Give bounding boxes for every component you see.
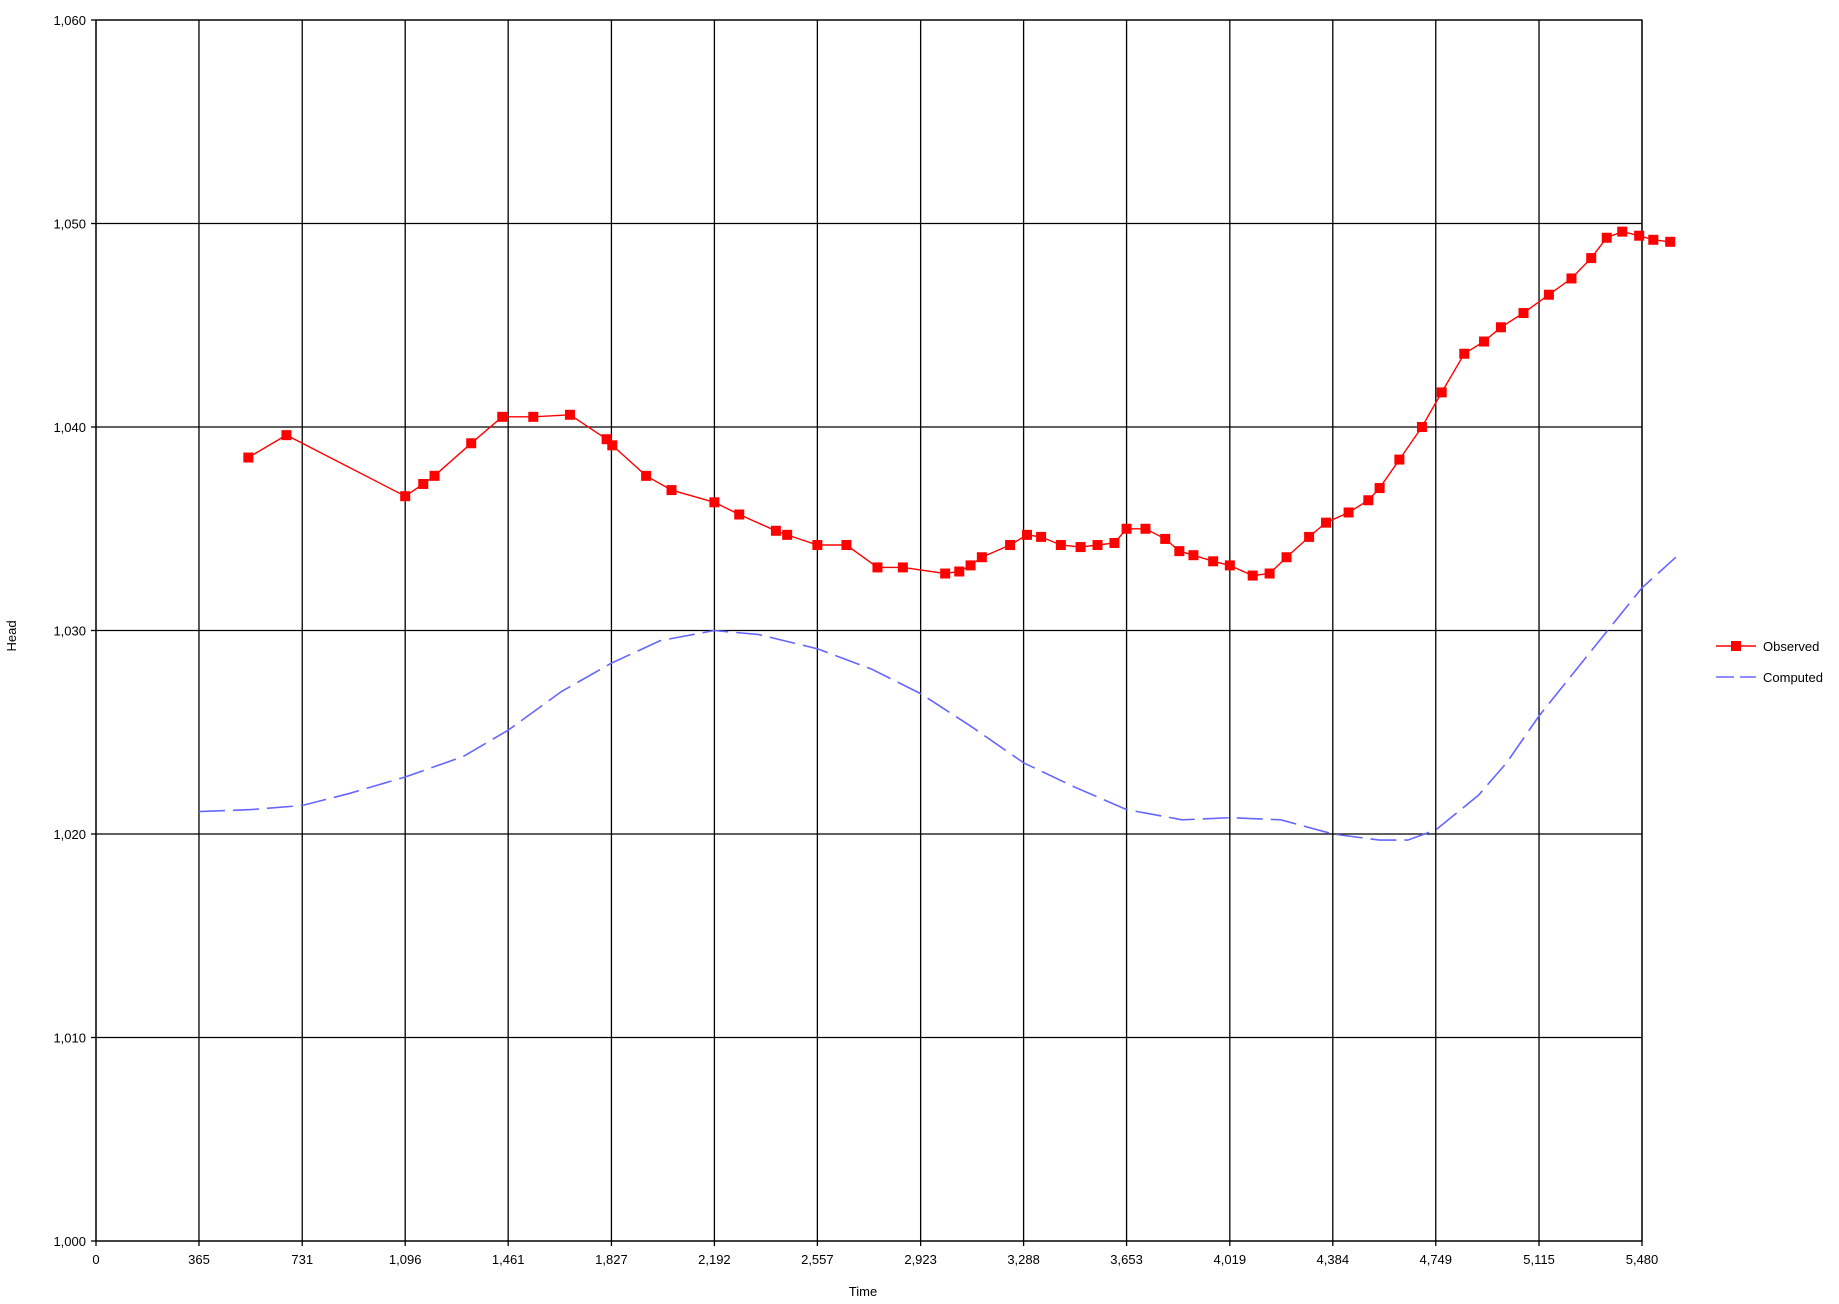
x-tick-label: 0 (92, 1252, 99, 1267)
y-tick-label: 1,020 (53, 827, 86, 842)
x-tick-label: 1,461 (492, 1252, 525, 1267)
data-point-observed (1634, 230, 1645, 241)
x-tick-label: 731 (291, 1252, 313, 1267)
data-point-observed (429, 470, 440, 481)
data-point-observed (666, 485, 677, 496)
x-tick-label: 2,192 (698, 1252, 731, 1267)
legend: Observed Computed (1716, 639, 1823, 685)
y-tick-label: 1,010 (53, 1031, 86, 1046)
data-point-observed (1075, 542, 1086, 553)
y-axis-title: Head (4, 620, 19, 651)
x-tick-label: 1,096 (389, 1252, 422, 1267)
data-point-observed (782, 529, 793, 540)
data-point-observed (1648, 234, 1659, 245)
data-point-observed (400, 491, 411, 502)
x-tick-label: 3,653 (1110, 1252, 1143, 1267)
data-point-observed (1055, 540, 1066, 551)
data-point-observed (1436, 387, 1447, 398)
y-tick-label: 1,060 (53, 13, 86, 28)
legend-marker-observed (1731, 641, 1741, 651)
data-point-observed (1586, 253, 1597, 264)
data-point-observed (601, 434, 612, 445)
data-point-observed (1394, 454, 1405, 465)
data-point-observed (466, 438, 477, 449)
x-tick-label: 5,480 (1626, 1252, 1659, 1267)
data-point-observed (841, 540, 852, 551)
data-point-observed (1109, 537, 1120, 548)
data-point-observed (1005, 540, 1016, 551)
data-point-observed (965, 560, 976, 571)
data-point-observed (1343, 507, 1354, 518)
data-point-observed (497, 411, 508, 422)
data-point-observed (954, 566, 965, 577)
data-point-observed (734, 509, 745, 520)
data-point-observed (607, 440, 618, 451)
y-tick-label: 1,040 (53, 420, 86, 435)
data-point-observed (1264, 568, 1275, 579)
y-tick-label: 1,050 (53, 217, 86, 232)
data-point-observed (940, 568, 951, 579)
data-point-observed (1617, 226, 1628, 237)
data-point-observed (1036, 531, 1047, 542)
data-point-observed (1416, 422, 1427, 432)
axes-layer: 0 365 731 1,096 1,461 1,827 2,192 2,557 2,923 3,2… (53, 13, 1658, 1267)
data-point-observed (1174, 546, 1185, 557)
x-tick-label: 365 (188, 1252, 210, 1267)
data-point-observed (1304, 531, 1315, 542)
data-point-observed (1160, 533, 1171, 544)
x-axis-title: Time (849, 1284, 877, 1299)
data-point-observed (1188, 550, 1199, 561)
data-point-observed (1321, 517, 1332, 528)
data-point-observed (709, 497, 720, 508)
x-tick-label: 4,749 (1419, 1252, 1452, 1267)
legend-label-observed: Observed (1763, 639, 1819, 654)
data-point-observed (1495, 322, 1506, 333)
legend-label-computed: Computed (1763, 670, 1823, 685)
data-point-observed (418, 478, 429, 489)
data-point-observed (1208, 556, 1219, 567)
data-point-observed (812, 540, 823, 551)
data-point-observed (1121, 523, 1132, 534)
data-point-observed (1566, 273, 1577, 284)
data-point-observed (1479, 336, 1490, 347)
data-point-observed (528, 411, 539, 422)
x-tick-label: 5,115 (1523, 1252, 1555, 1267)
data-point-observed (976, 552, 987, 563)
x-tick-label: 1,827 (595, 1252, 628, 1267)
x-tick-label: 2,923 (904, 1252, 937, 1267)
data-point-observed (1092, 540, 1103, 551)
x-tick-label: 2,557 (801, 1252, 834, 1267)
data-point-observed (1363, 495, 1374, 506)
data-point-observed (770, 525, 781, 536)
data-point-observed (1021, 529, 1032, 540)
data-point-observed (1601, 232, 1612, 243)
series-layer (198, 226, 1677, 841)
x-tick-label: 3,288 (1007, 1252, 1040, 1267)
data-point-observed (897, 562, 908, 573)
data-point-observed (564, 409, 575, 420)
data-point-observed (1543, 289, 1554, 300)
data-point-observed (1224, 560, 1235, 571)
x-tick-label: 4,384 (1317, 1252, 1350, 1267)
data-point-observed (1247, 570, 1258, 581)
data-point-observed (1665, 236, 1676, 247)
data-point-observed (1518, 308, 1529, 319)
data-point-observed (641, 470, 652, 481)
data-point-observed (1140, 523, 1151, 534)
series-line-computed (198, 556, 1677, 841)
data-point-observed (872, 562, 883, 573)
grid-layer (95, 19, 1643, 1242)
y-tick-label: 1,030 (53, 624, 86, 639)
x-tick-label: 4,019 (1214, 1252, 1247, 1267)
data-point-observed (1459, 348, 1470, 359)
data-point-observed (243, 452, 254, 463)
data-point-observed (1281, 552, 1292, 563)
data-point-observed (1374, 483, 1385, 494)
y-tick-label: 1,000 (53, 1234, 86, 1249)
data-point-observed (281, 430, 292, 441)
